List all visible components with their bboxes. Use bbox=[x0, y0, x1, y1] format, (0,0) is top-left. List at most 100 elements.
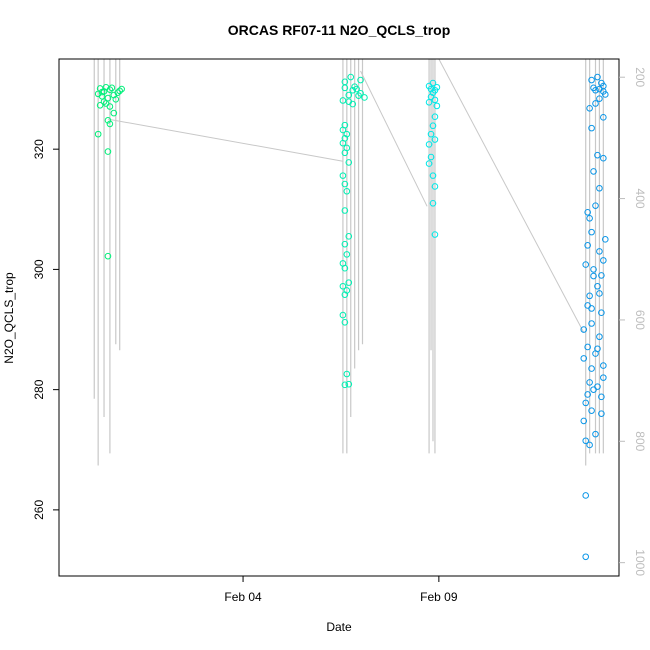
point-s1-21 bbox=[345, 159, 353, 166]
y2-tick-label-1: 400 bbox=[633, 189, 647, 209]
point-s1-25 bbox=[341, 207, 349, 214]
point-s3-23 bbox=[582, 261, 590, 268]
point-s2-16 bbox=[425, 160, 433, 167]
point-s3-31 bbox=[584, 343, 591, 351]
transit-line-1 bbox=[360, 70, 428, 207]
point-s1-11 bbox=[347, 73, 355, 81]
point-s3-49 bbox=[596, 290, 603, 297]
point-s2-15 bbox=[427, 153, 435, 161]
point-s3-56 bbox=[600, 362, 607, 369]
point-s3-10 bbox=[592, 100, 599, 107]
point-s1-1 bbox=[349, 86, 357, 94]
point-s0-22 bbox=[118, 85, 125, 93]
chart-title: ORCAS RF07-11 N2O_QCLS_trop bbox=[228, 22, 451, 38]
point-s0-10 bbox=[114, 89, 122, 96]
point-s3-28 bbox=[598, 309, 605, 316]
point-s3-41 bbox=[580, 417, 588, 425]
point-s3-22 bbox=[596, 248, 603, 255]
point-s1-26 bbox=[345, 233, 353, 240]
point-s3-45 bbox=[582, 492, 590, 499]
point-s3-25 bbox=[594, 282, 601, 290]
point-s1-30 bbox=[341, 264, 349, 272]
point-s3-24 bbox=[590, 272, 597, 280]
point-s3-15 bbox=[600, 154, 607, 162]
point-s3-30 bbox=[596, 333, 603, 341]
y-tick-label-2: 300 bbox=[32, 259, 46, 279]
y-tick-label-0: 260 bbox=[32, 500, 46, 520]
point-s3-7 bbox=[600, 82, 607, 90]
point-s2-17 bbox=[429, 172, 437, 179]
point-s1-33 bbox=[343, 287, 351, 294]
point-s2-10 bbox=[431, 113, 439, 121]
point-s3-54 bbox=[588, 305, 595, 312]
point-s3-39 bbox=[582, 399, 590, 407]
point-s2-8 bbox=[425, 98, 433, 106]
point-s1-6 bbox=[351, 83, 358, 90]
point-s0-23 bbox=[98, 88, 106, 96]
point-s3-51 bbox=[600, 257, 607, 264]
point-s1-32 bbox=[339, 282, 347, 290]
point-s1-37 bbox=[343, 370, 351, 378]
point-s2-11 bbox=[429, 122, 437, 130]
point-s3-14 bbox=[594, 151, 601, 159]
y-tick-label-3: 320 bbox=[32, 139, 46, 159]
point-s1-18 bbox=[339, 139, 347, 147]
point-s1-27 bbox=[341, 240, 349, 248]
point-s1-20 bbox=[341, 149, 349, 157]
point-s3-37 bbox=[584, 391, 591, 398]
point-s1-7 bbox=[339, 97, 347, 104]
point-s0-20 bbox=[104, 252, 112, 260]
point-s3-58 bbox=[598, 410, 605, 417]
point-s1-16 bbox=[343, 130, 351, 138]
y2-tick-label-2: 600 bbox=[633, 310, 647, 330]
point-s3-42 bbox=[592, 430, 599, 438]
point-s1-13 bbox=[355, 92, 362, 99]
point-s2-20 bbox=[431, 231, 439, 238]
point-s3-50 bbox=[590, 266, 597, 273]
point-s3-57 bbox=[586, 379, 593, 386]
point-s0-21 bbox=[116, 87, 123, 95]
point-s3-46 bbox=[582, 553, 590, 561]
point-s3-59 bbox=[590, 386, 597, 393]
point-s3-43 bbox=[582, 437, 590, 445]
point-s3-5 bbox=[588, 76, 595, 84]
point-s3-47 bbox=[601, 236, 609, 243]
point-s1-10 bbox=[341, 78, 349, 86]
point-s0-19 bbox=[104, 148, 112, 155]
point-s3-52 bbox=[584, 242, 591, 249]
point-s3-29 bbox=[588, 320, 595, 327]
point-s3-16 bbox=[590, 168, 597, 175]
x-axis: Feb 04 Feb 09 bbox=[224, 576, 458, 604]
point-s0-15 bbox=[110, 109, 118, 117]
point-s3-38 bbox=[598, 393, 605, 401]
point-s2-18 bbox=[431, 183, 439, 190]
point-s1-22 bbox=[339, 172, 347, 179]
point-s3-17 bbox=[596, 184, 603, 192]
point-s3-8 bbox=[601, 91, 609, 98]
point-s2-9 bbox=[433, 102, 441, 110]
point-s2-19 bbox=[429, 199, 437, 207]
point-s2-1 bbox=[427, 85, 435, 93]
point-s3-13 bbox=[588, 124, 595, 132]
point-s0-12 bbox=[96, 101, 104, 109]
point-s1-24 bbox=[343, 187, 351, 195]
data-points bbox=[94, 73, 609, 561]
point-s1-5 bbox=[345, 91, 353, 99]
y-tick-label-1: 280 bbox=[32, 379, 46, 399]
point-s3-20 bbox=[586, 215, 593, 222]
plot-frame bbox=[58, 58, 620, 577]
point-s1-9 bbox=[349, 100, 357, 108]
y-axis: 260 280 300 320 bbox=[32, 139, 59, 520]
point-s3-48 bbox=[580, 326, 588, 333]
point-s1-4 bbox=[361, 94, 368, 101]
point-s0-18 bbox=[94, 130, 102, 138]
point-s1-39 bbox=[345, 380, 353, 388]
point-s3-40 bbox=[588, 407, 595, 414]
point-s3-11 bbox=[586, 104, 593, 112]
y2-tick-label-0: 200 bbox=[633, 67, 647, 87]
y2-axis: 200 400 600 800 1000 bbox=[619, 67, 647, 576]
transit-line-0 bbox=[107, 118, 344, 162]
point-s0-7 bbox=[108, 84, 116, 92]
transit-line-2 bbox=[438, 58, 585, 333]
